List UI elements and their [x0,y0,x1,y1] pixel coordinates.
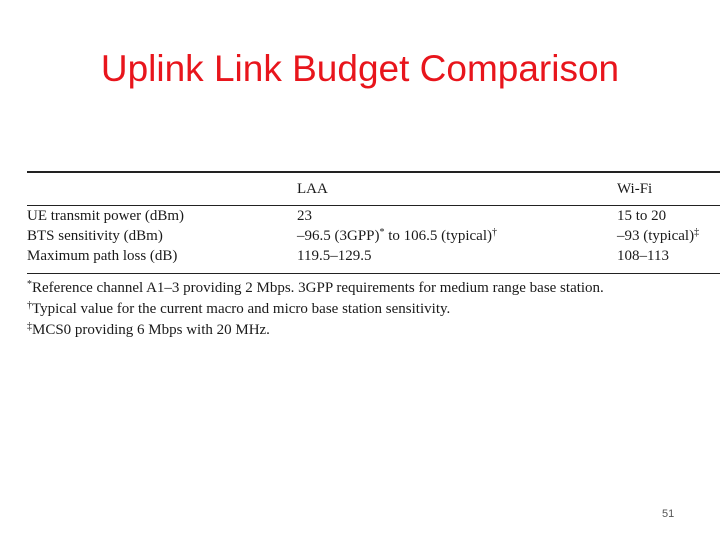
footnote-mark: † [492,227,497,238]
footnotes: *Reference channel A1–3 providing 2 Mbps… [27,278,720,341]
row-label: BTS sensitivity (dBm) [27,228,163,244]
row-label: Maximum path loss (dB) [27,248,178,264]
table-top-rule [27,171,720,173]
page-number: 51 [662,508,675,520]
table-row: BTS sensitivity (dBm) –96.5 (3GPP)* to 1… [27,226,720,246]
table-header-rule [27,205,720,206]
link-budget-table: LAA Wi-Fi UE transmit power (dBm) 23 15 … [27,171,720,341]
row-laa-value: 23 [297,208,312,224]
header-wifi: Wi-Fi [617,181,653,197]
row-wifi-value: 15 to 20 [617,208,667,224]
table-row: Maximum path loss (dB) 119.5–129.5 108–1… [27,246,720,266]
footnote: ‡MCS0 providing 6 Mbps with 20 MHz. [27,321,270,339]
row-laa-value: –96.5 (3GPP)* to 106.5 (typical)† [297,227,497,245]
header-parameter [27,173,297,199]
row-label: UE transmit power (dBm) [27,208,185,224]
table-header-row: LAA Wi-Fi [27,173,720,199]
header-laa: LAA [297,181,328,197]
footnote-mark: ‡ [694,227,700,238]
row-wifi-value: –93 (typical)‡ [617,227,700,245]
row-laa-value: 119.5–129.5 [297,248,372,264]
footnote: *Reference channel A1–3 providing 2 Mbps… [27,279,604,297]
footnote-mark: * [379,227,385,238]
footnote: †Typical value for the current macro and… [27,300,451,318]
table-bottom-rule [27,273,720,274]
slide-title: Uplink Link Budget Comparison [100,48,620,89]
row-wifi-value: 108–113 [617,248,669,264]
table-row: UE transmit power (dBm) 23 15 to 20 [27,206,720,226]
